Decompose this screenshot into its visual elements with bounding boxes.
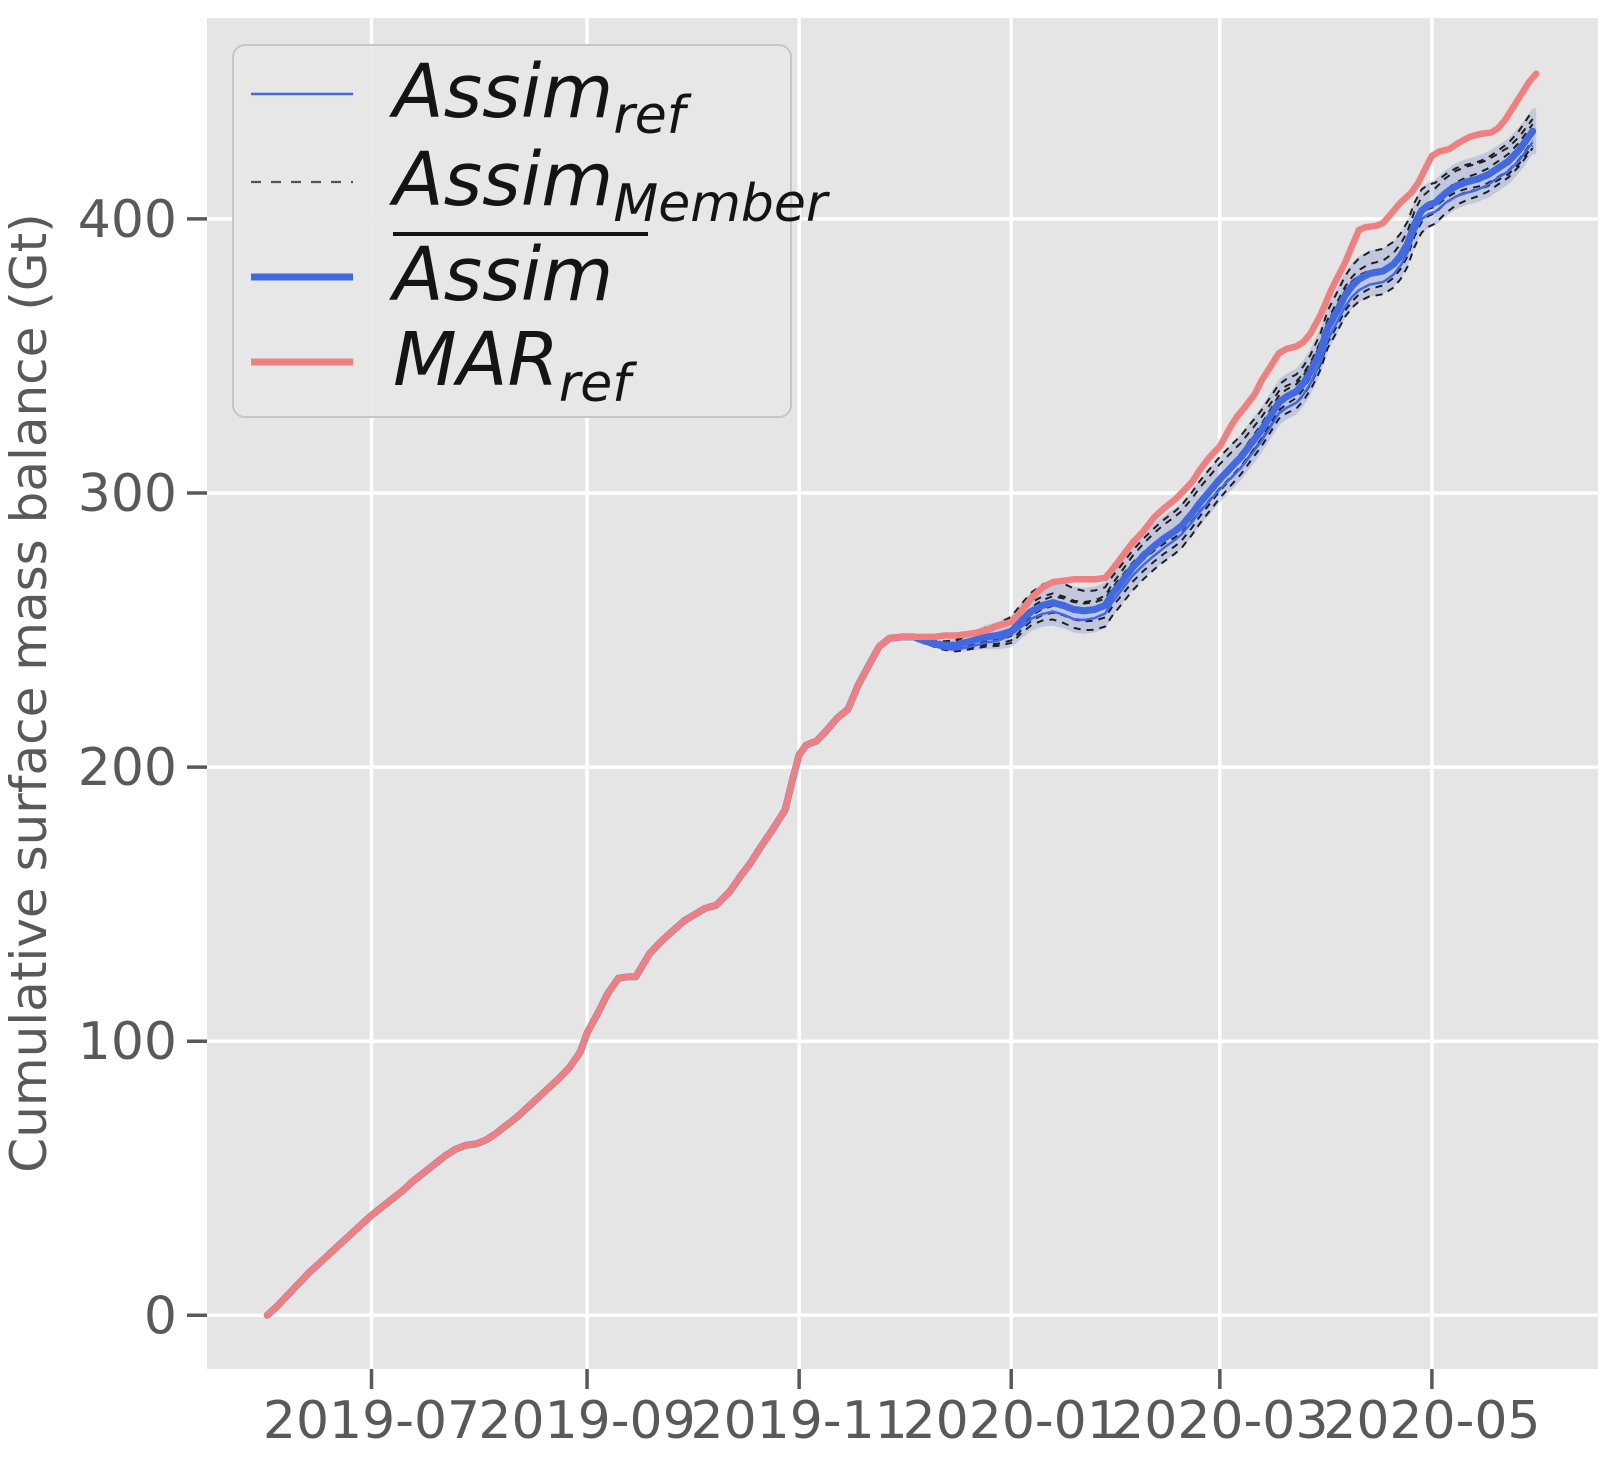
y-tick-label-0: 0 — [144, 1286, 177, 1346]
legend-label-assim-member: AssimMember — [389, 137, 831, 234]
legend-box — [232, 44, 792, 418]
x-tick-label-2020-03: 2020-03 — [1111, 1391, 1328, 1451]
legend-label-assim-ref: Assimref — [389, 49, 692, 146]
legend-label-assim-mean: Assim — [389, 232, 613, 318]
mar-ref-line — [263, 70, 1540, 1319]
x-tick-label-2020-05: 2020-05 — [1323, 1391, 1540, 1451]
x-tick-label-2019-11: 2019-11 — [690, 1391, 907, 1451]
x-tick-label-2019-09: 2019-09 — [478, 1391, 695, 1451]
y-tick-label-200: 200 — [78, 738, 177, 798]
x-tick-label-2019-07: 2019-07 — [263, 1391, 480, 1451]
y-tick-label-100: 100 — [78, 1012, 177, 1072]
y-tick-label-400: 400 — [78, 190, 177, 250]
ensemble-band — [913, 108, 1537, 652]
assim-member-line-1 — [916, 147, 1534, 653]
x-tick-label-2020-01: 2020-01 — [903, 1391, 1120, 1451]
legend-label-mar-ref: MARref — [393, 317, 637, 414]
y-tick-label-300: 300 — [78, 464, 177, 524]
assim-member-line-6 — [917, 110, 1534, 643]
y-axis-label: Cumulative surface mass balance (Gt) — [0, 213, 58, 1172]
